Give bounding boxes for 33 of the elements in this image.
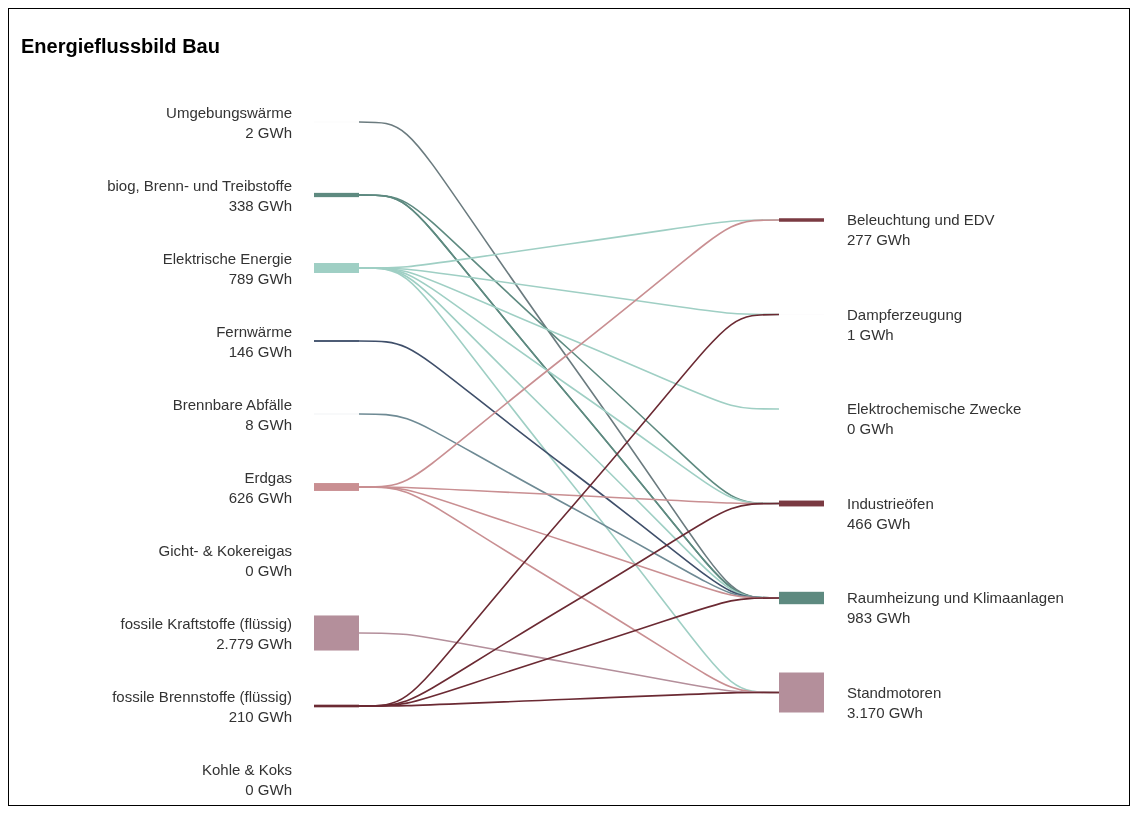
text: Energieflussbild Bau — [21, 35, 220, 57]
data-label: 2.779 GWh — [216, 635, 292, 652]
category-label: Elektrische Energie — [162, 250, 292, 267]
data-label: 466 GWh — [847, 514, 911, 532]
data-label: 789 GWh — [228, 270, 292, 287]
category-label: Dampferzeugung — [847, 305, 963, 323]
category-label: Beleuchtung und EDV — [847, 211, 995, 228]
category-label: Fernwärme — [216, 323, 292, 340]
category-label: Erdgas — [244, 469, 292, 486]
category-label: Umgebungswärme — [166, 104, 292, 121]
data-label: 0 GWh — [245, 781, 292, 798]
data-label: 0 GWh — [847, 420, 894, 437]
category-label: Kohle & Koks — [201, 761, 292, 778]
category-label: Standmotoren — [847, 683, 942, 701]
category-label: Elektrochemische Zwecke — [847, 400, 1022, 417]
data-label: 0 GWh — [245, 562, 292, 579]
data-label: 626 GWh — [228, 489, 292, 506]
category-label: fossile Kraftstoffe (flüssig) — [120, 615, 292, 632]
category-label: Brennbare Abfälle — [172, 396, 292, 413]
data-label: 146 GWh — [228, 343, 292, 360]
data-label: 8 GWh — [245, 416, 292, 433]
category-label: Industrieöfen — [847, 494, 934, 512]
data-label: 1 GWh — [847, 325, 894, 343]
data-label: 3.170 GWh — [847, 703, 923, 721]
data-label: 338 GWh — [228, 197, 292, 214]
category-label: Raumheizung und Klimaanlagen — [847, 589, 1064, 606]
data-label: 2 GWh — [245, 124, 292, 141]
category-label: Gicht- & Kokereigas — [158, 542, 292, 559]
category-label: fossile Brennstoffe (flüssig) — [112, 688, 292, 705]
category-label: biog, Brenn- und Treibstoffe — [107, 177, 292, 194]
data-label: 983 GWh — [847, 609, 911, 626]
data-label: 277 GWh — [847, 231, 911, 248]
data-label: 210 GWh — [228, 708, 292, 725]
